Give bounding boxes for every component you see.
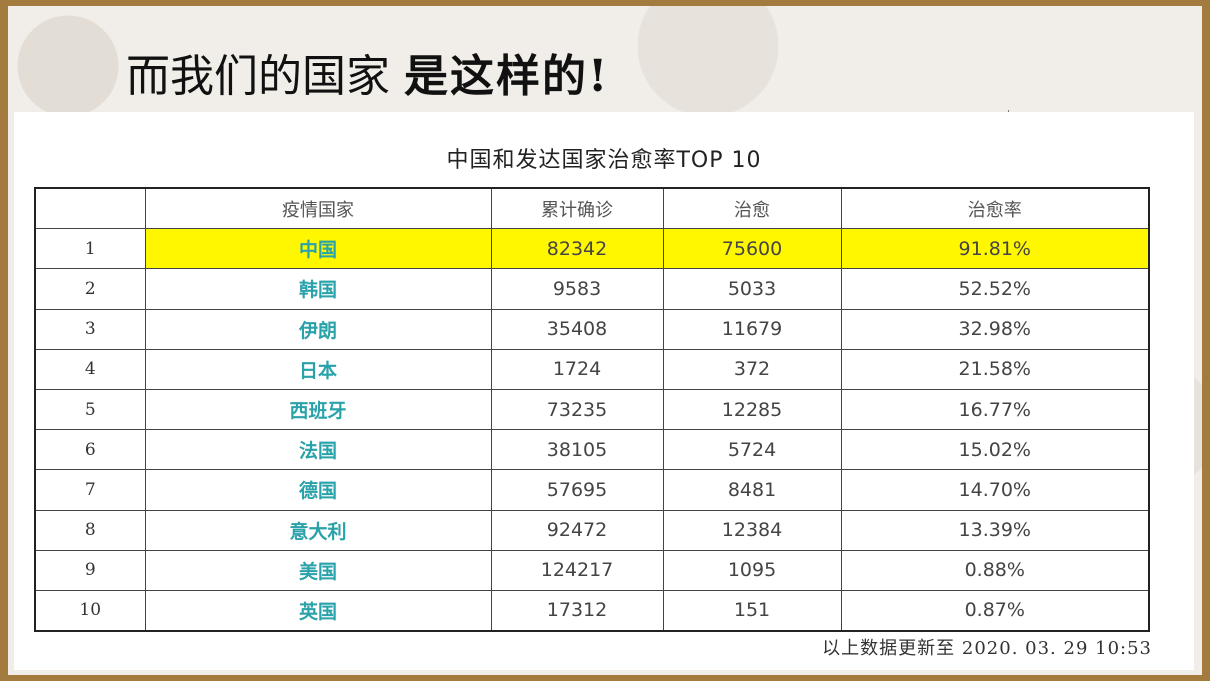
cell-confirmed: 38105 [490, 429, 664, 471]
cell-country: 法国 [144, 429, 492, 471]
cell-confirmed: 124217 [490, 549, 664, 591]
table-header-row: 疫情国家 累计确诊 治愈 治愈率 [34, 187, 1150, 230]
table-row: 7 德国 57695 8481 14.70% [34, 469, 1150, 511]
cell-rank: 5 [34, 388, 146, 431]
cell-rank: 3 [34, 308, 146, 350]
cell-confirmed: 35408 [490, 308, 664, 350]
cell-rank: 9 [34, 549, 146, 591]
cell-confirmed: 9583 [490, 268, 664, 310]
table-title: 中国和发达国家治愈率TOP 10 [446, 148, 762, 173]
table-row: 4 日本 1724 372 21.58% [34, 348, 1150, 390]
cell-rank: 10 [34, 589, 146, 632]
table-row: 2 韩国 9583 5033 52.52% [34, 268, 1150, 310]
cell-country: 意大利 [144, 509, 492, 551]
cell-recovered: 5033 [662, 268, 842, 310]
cell-rank: 1 [34, 228, 146, 270]
cell-recovered: 11679 [662, 308, 842, 350]
cell-confirmed: 82342 [490, 228, 664, 270]
cell-confirmed: 57695 [490, 469, 664, 511]
cell-rate: 21.58% [840, 348, 1150, 390]
cell-recovered: 12285 [662, 388, 842, 431]
header-confirmed: 累计确诊 [490, 187, 664, 230]
cell-recovered: 12384 [662, 509, 842, 551]
cell-rate: 52.52% [840, 268, 1150, 310]
cell-rate: 15.02% [840, 429, 1150, 471]
cell-confirmed: 73235 [490, 388, 664, 431]
cell-rank: 2 [34, 268, 146, 310]
table-row: 8 意大利 92472 12384 13.39% [34, 509, 1150, 551]
header-rank [34, 187, 146, 230]
cell-recovered: 8481 [662, 469, 842, 511]
cell-country: 西班牙 [144, 388, 492, 431]
cell-rate: 91.81% [840, 228, 1150, 270]
cell-confirmed: 92472 [490, 509, 664, 551]
cell-rank: 6 [34, 429, 146, 471]
cell-recovered: 151 [662, 589, 842, 632]
cell-rate: 14.70% [840, 469, 1150, 511]
cell-rank: 8 [34, 509, 146, 551]
cell-country: 中国 [144, 228, 492, 270]
heading-part-1: 而我们的国家 [126, 51, 390, 102]
cell-country: 韩国 [144, 268, 492, 310]
table-row: 10 英国 17312 151 0.87% [34, 589, 1150, 632]
cell-rate: 32.98% [840, 308, 1150, 350]
table-row: 1 中国 82342 75600 91.81% [34, 228, 1150, 270]
cell-country: 德国 [144, 469, 492, 511]
cell-country: 英国 [144, 589, 492, 632]
cell-rate: 16.77% [840, 388, 1150, 431]
cell-recovered: 1095 [662, 549, 842, 591]
cell-rank: 4 [34, 348, 146, 390]
cell-rate: 0.88% [840, 549, 1150, 591]
cell-country: 日本 [144, 348, 492, 390]
table-row: 3 伊朗 35408 11679 32.98% [34, 308, 1150, 350]
heading-part-2: 是这样的! [404, 51, 610, 102]
cell-country: 伊朗 [144, 308, 492, 350]
header-country: 疫情国家 [144, 187, 492, 230]
header-rate: 治愈率 [840, 187, 1150, 230]
header-recovered: 治愈 [662, 187, 842, 230]
update-note: 以上数据更新至 2020. 03. 29 10:53 [822, 638, 1152, 659]
table-row: 6 法国 38105 5724 15.02% [34, 429, 1150, 471]
cell-country: 美国 [144, 549, 492, 591]
cell-rank: 7 [34, 469, 146, 511]
cell-confirmed: 1724 [490, 348, 664, 390]
cell-recovered: 5724 [662, 429, 842, 471]
cell-rate: 0.87% [840, 589, 1150, 632]
cell-recovered: 372 [662, 348, 842, 390]
table-row: 5 西班牙 73235 12285 16.77% [34, 388, 1150, 431]
slide-heading: 而我们的国家 是这样的! [126, 40, 609, 104]
recovery-rate-table: 疫情国家 累计确诊 治愈 治愈率 1 中国 82342 75600 91.81% 2 韩国 9… [34, 187, 1150, 633]
cell-rate: 13.39% [840, 509, 1150, 551]
cell-recovered: 75600 [662, 228, 842, 270]
table-sheet: 中国和发达国家治愈率TOP 10 疫情国家 累计确诊 治愈 治愈率 1 中国 823… [14, 112, 1194, 670]
cell-confirmed: 17312 [490, 589, 664, 632]
table-row: 9 美国 124217 1095 0.88% [34, 549, 1150, 591]
